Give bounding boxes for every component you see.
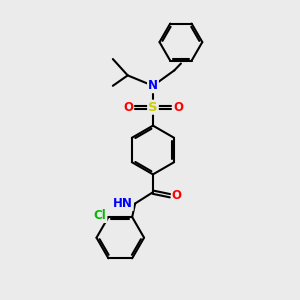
Text: Cl: Cl xyxy=(94,209,106,222)
Text: N: N xyxy=(148,79,158,92)
Text: S: S xyxy=(148,101,158,114)
Text: O: O xyxy=(173,101,183,114)
Text: O: O xyxy=(123,101,133,114)
Text: HN: HN xyxy=(113,197,133,210)
Text: O: O xyxy=(172,189,182,202)
